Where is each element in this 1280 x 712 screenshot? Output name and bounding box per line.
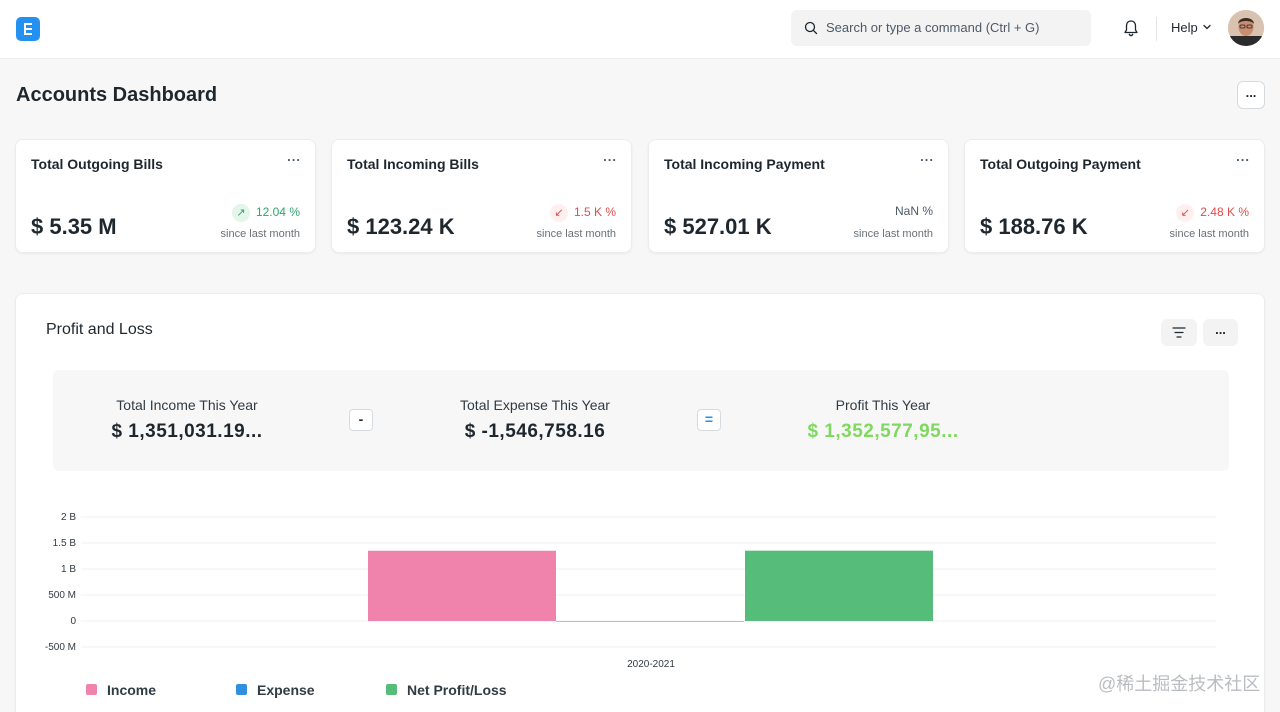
bar-expense (556, 621, 744, 622)
card-value: $ 188.76 K (980, 214, 1088, 239)
y-tick-label: -500 M (45, 642, 76, 653)
search-placeholder: Search or type a command (Ctrl + G) (826, 20, 1040, 35)
card-change-value: 2.48 K % (1200, 205, 1249, 220)
profit-summary: Total Income This Year $ 1,351,031.19...… (53, 370, 1229, 471)
legend-swatch-net (386, 684, 397, 696)
logo-letter-e-icon (24, 23, 32, 35)
arrow-down-left-icon: ↙ (1176, 204, 1195, 222)
card-since-label: since last month (220, 228, 300, 240)
user-avatar[interactable] (1228, 10, 1264, 46)
card-more-button[interactable]: ... (603, 149, 617, 164)
expense-label: Total Expense This Year (460, 397, 610, 413)
filter-icon (1172, 327, 1186, 338)
y-tick-label: 500 M (48, 590, 76, 601)
legend-swatch-expense (236, 684, 247, 696)
income-value: $ 1,351,031.19... (111, 421, 263, 442)
profit-summary-block: Profit This Year $ 1,352,577,95... (773, 397, 993, 443)
card-change: ↙ 2.48 K % (1176, 204, 1249, 222)
profit-label: Profit This Year (835, 397, 931, 413)
avatar-portrait-icon (1228, 10, 1264, 46)
card-more-button[interactable]: ... (1236, 149, 1250, 164)
page-title: Accounts Dashboard (16, 84, 218, 106)
legend-label: Net Profit/Loss (407, 682, 507, 698)
legend-label: Expense (257, 682, 315, 698)
y-tick-label: 1 B (61, 564, 76, 575)
card-title: Total Outgoing Payment (980, 156, 1141, 172)
card-title: Total Incoming Payment (664, 156, 825, 172)
y-tick-label: 0 (70, 616, 76, 627)
card-since-label: since last month (1169, 228, 1249, 240)
card-title: Total Incoming Bills (347, 156, 479, 172)
profit-loss-chart: 2 B 1.5 B 1 B 500 M 0 -500 M 2020-2021 (45, 512, 1216, 670)
card-value: $ 527.01 K (664, 214, 772, 239)
navbar-divider (1156, 17, 1157, 41)
minus-operator: - (349, 409, 373, 431)
panel-more-button[interactable]: ... (1203, 319, 1238, 346)
card-change-value: 1.5 K % (573, 205, 616, 220)
legend-item-expense[interactable]: Expense (236, 682, 315, 698)
card-change: ↗ 12.04 % (231, 204, 300, 222)
y-tick-label: 2 B (61, 512, 76, 523)
x-tick-label: 2020-2021 (627, 659, 675, 670)
arrow-up-right-icon: ↗ (231, 204, 250, 222)
card-more-button[interactable]: ... (287, 149, 301, 164)
legend-swatch-income (86, 684, 97, 696)
y-tick-label: 1.5 B (53, 538, 77, 549)
card-value: $ 5.35 M (31, 214, 117, 239)
income-summary: Total Income This Year $ 1,351,031.19... (77, 397, 297, 443)
card-change-value: NaN % (894, 204, 933, 218)
expense-summary: Total Expense This Year $ -1,546,758.16 (425, 397, 645, 443)
profit-and-loss-panel: Profit and Loss ... Total Income This Ye… (15, 293, 1265, 712)
card-total-outgoing-payment[interactable]: Total Outgoing Payment ... $ 188.76 K ↙ 2… (964, 139, 1265, 253)
card-total-outgoing-bills[interactable]: Total Outgoing Bills ... $ 5.35 M ↗ 12.04… (15, 139, 316, 253)
legend-item-net-profit-loss[interactable]: Net Profit/Loss (386, 682, 507, 698)
bar-income (368, 550, 556, 621)
card-change-value: 12.04 % (255, 205, 300, 220)
arrow-down-left-icon: ↙ (549, 204, 568, 222)
legend-item-income[interactable]: Income (86, 682, 156, 698)
profit-value: $ 1,352,577,95... (807, 421, 959, 442)
expense-value: $ -1,546,758.16 (464, 421, 606, 442)
bar-net-profit-loss (745, 550, 933, 621)
card-since-label: since last month (853, 228, 933, 240)
chevron-down-icon[interactable] (1202, 22, 1212, 32)
income-label: Total Income This Year (116, 397, 258, 413)
card-total-incoming-payment[interactable]: Total Incoming Payment ... $ 527.01 K Na… (648, 139, 949, 253)
card-change: NaN % (895, 204, 933, 218)
page-more-button[interactable]: ... (1237, 81, 1265, 109)
card-total-incoming-bills[interactable]: Total Incoming Bills ... $ 123.24 K ↙ 1.5… (331, 139, 632, 253)
card-change: ↙ 1.5 K % (549, 204, 616, 222)
filter-button[interactable] (1161, 319, 1197, 346)
notification-bell-icon[interactable] (1121, 18, 1141, 38)
watermark: @稀土掘金技术社区 (1098, 674, 1261, 694)
card-since-label: since last month (536, 228, 616, 240)
app-logo[interactable] (16, 17, 40, 41)
card-title: Total Outgoing Bills (31, 156, 163, 172)
panel-title: Profit and Loss (46, 321, 153, 338)
navbar: Search or type a command (Ctrl + G) Help (0, 0, 1280, 59)
legend-label: Income (107, 682, 157, 698)
equals-operator: = (697, 409, 721, 431)
help-menu[interactable]: Help (1171, 20, 1198, 35)
search-bar[interactable]: Search or type a command (Ctrl + G) (791, 10, 1091, 46)
card-more-button[interactable]: ... (920, 149, 934, 164)
search-icon (804, 21, 818, 35)
card-value: $ 123.24 K (347, 214, 455, 239)
